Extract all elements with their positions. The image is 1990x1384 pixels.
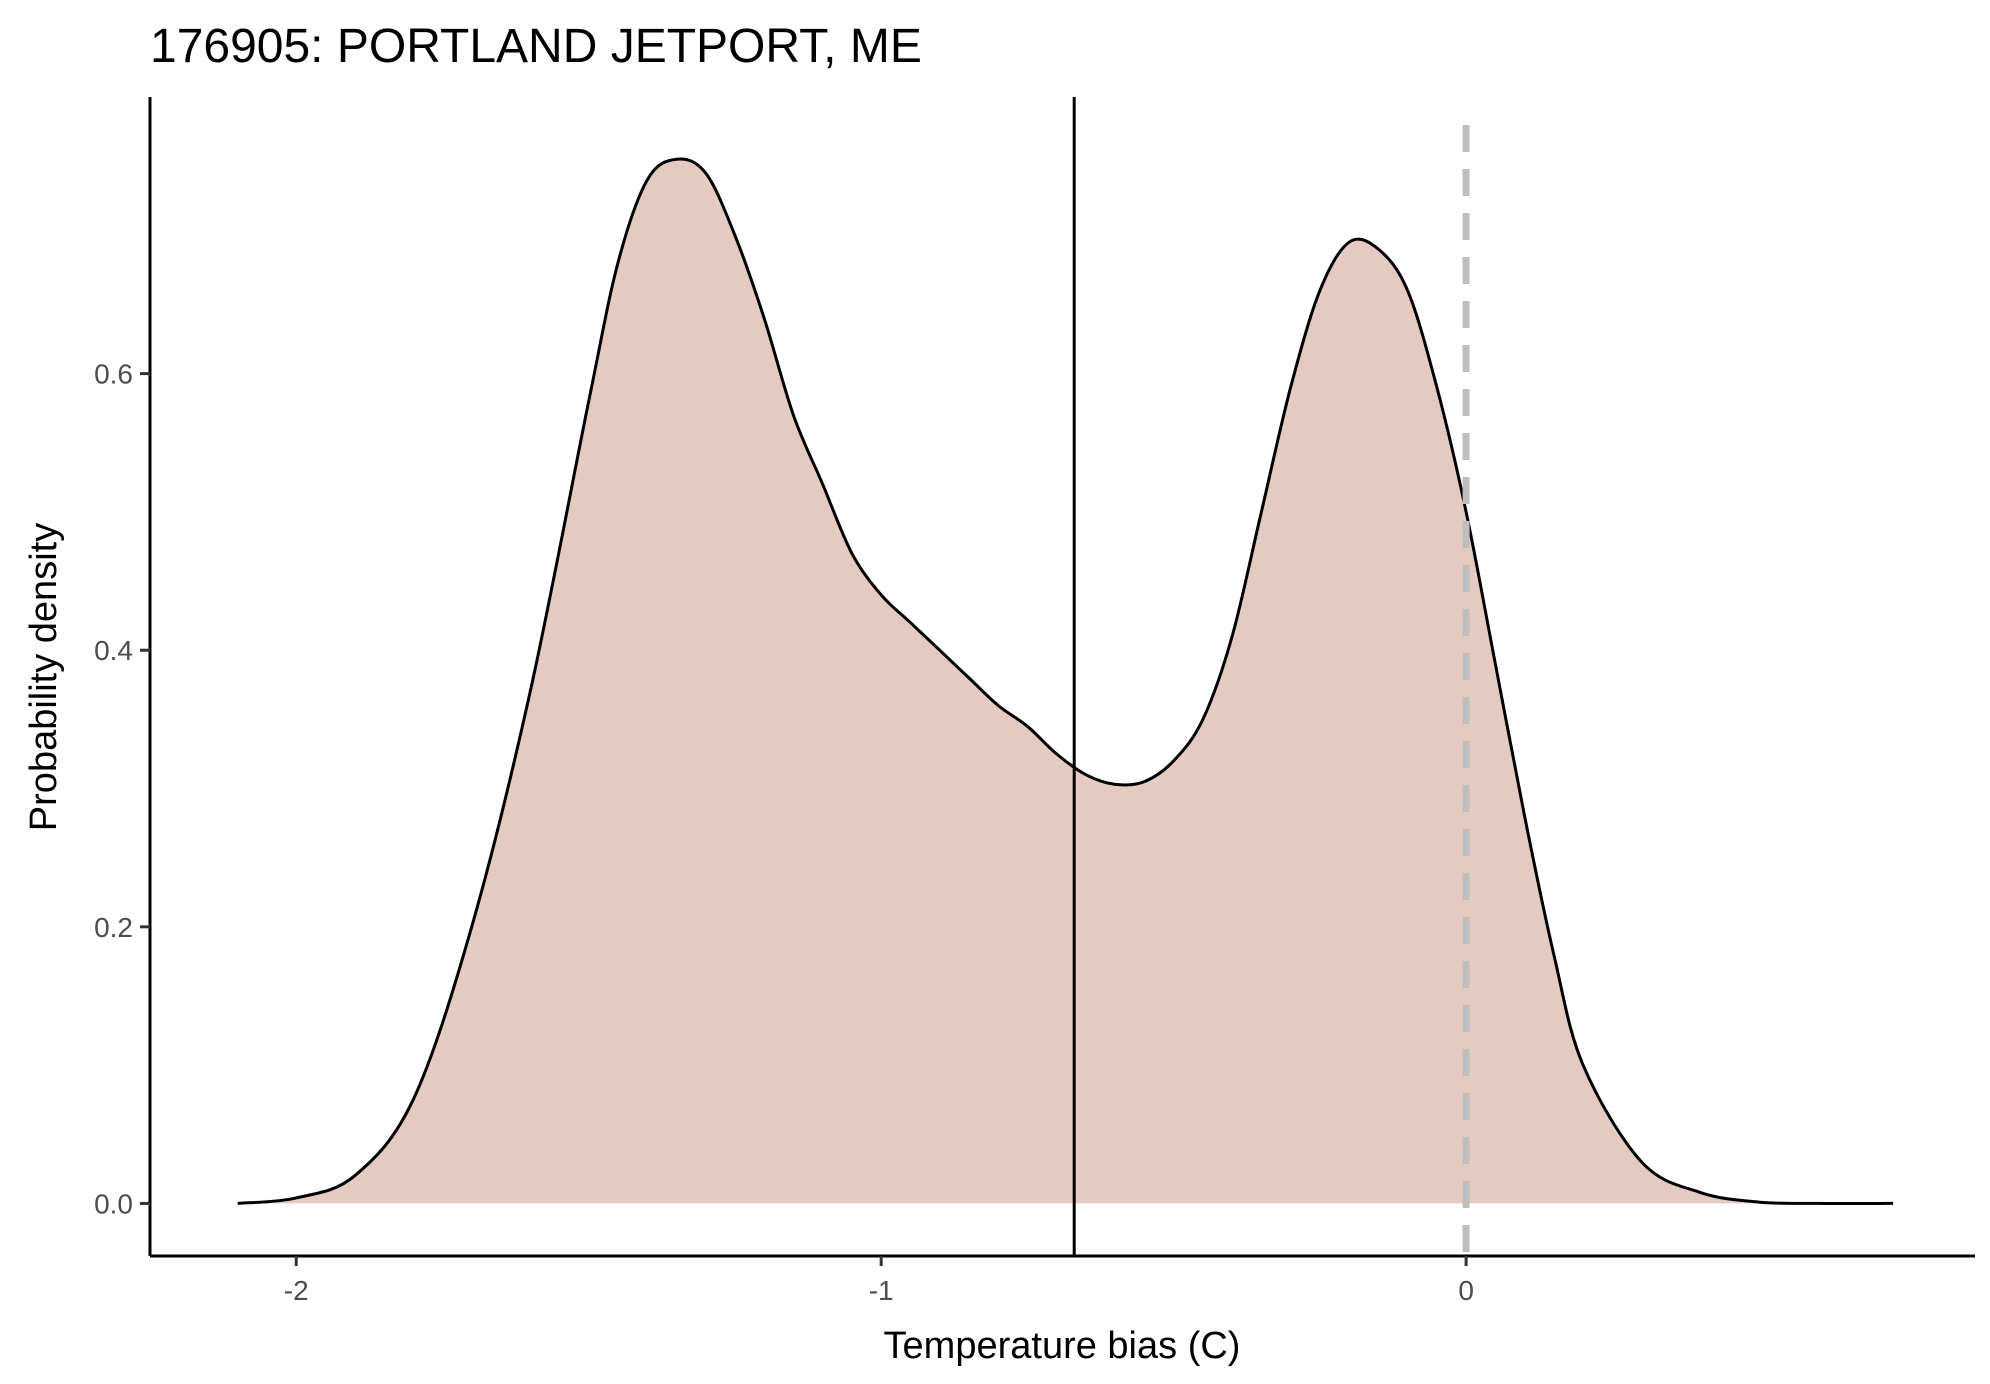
density-area (237, 158, 1894, 1204)
y-axis-ticks: 0.0 0.2 0.4 0.6 (94, 359, 150, 1219)
y-tick-label: 0.6 (94, 359, 133, 390)
axes: -2 -1 0 0.0 0.2 0.4 0.6 (94, 97, 1975, 1306)
x-axis-ticks: -2 -1 0 (284, 1256, 1474, 1306)
plot-area (237, 97, 1894, 1256)
y-axis-title: Probability density (23, 523, 65, 831)
y-tick-label: 0.4 (94, 635, 133, 666)
chart-title: 176905: PORTLAND JETPORT, ME (150, 20, 922, 73)
y-tick-label: 0.0 (94, 1188, 133, 1219)
x-axis-title: Temperature bias (C) (884, 1325, 1241, 1367)
x-tick-label: -1 (869, 1275, 894, 1306)
x-tick-label: 0 (1458, 1275, 1474, 1306)
x-tick-label: -2 (284, 1275, 309, 1306)
y-tick-label: 0.2 (94, 912, 133, 943)
